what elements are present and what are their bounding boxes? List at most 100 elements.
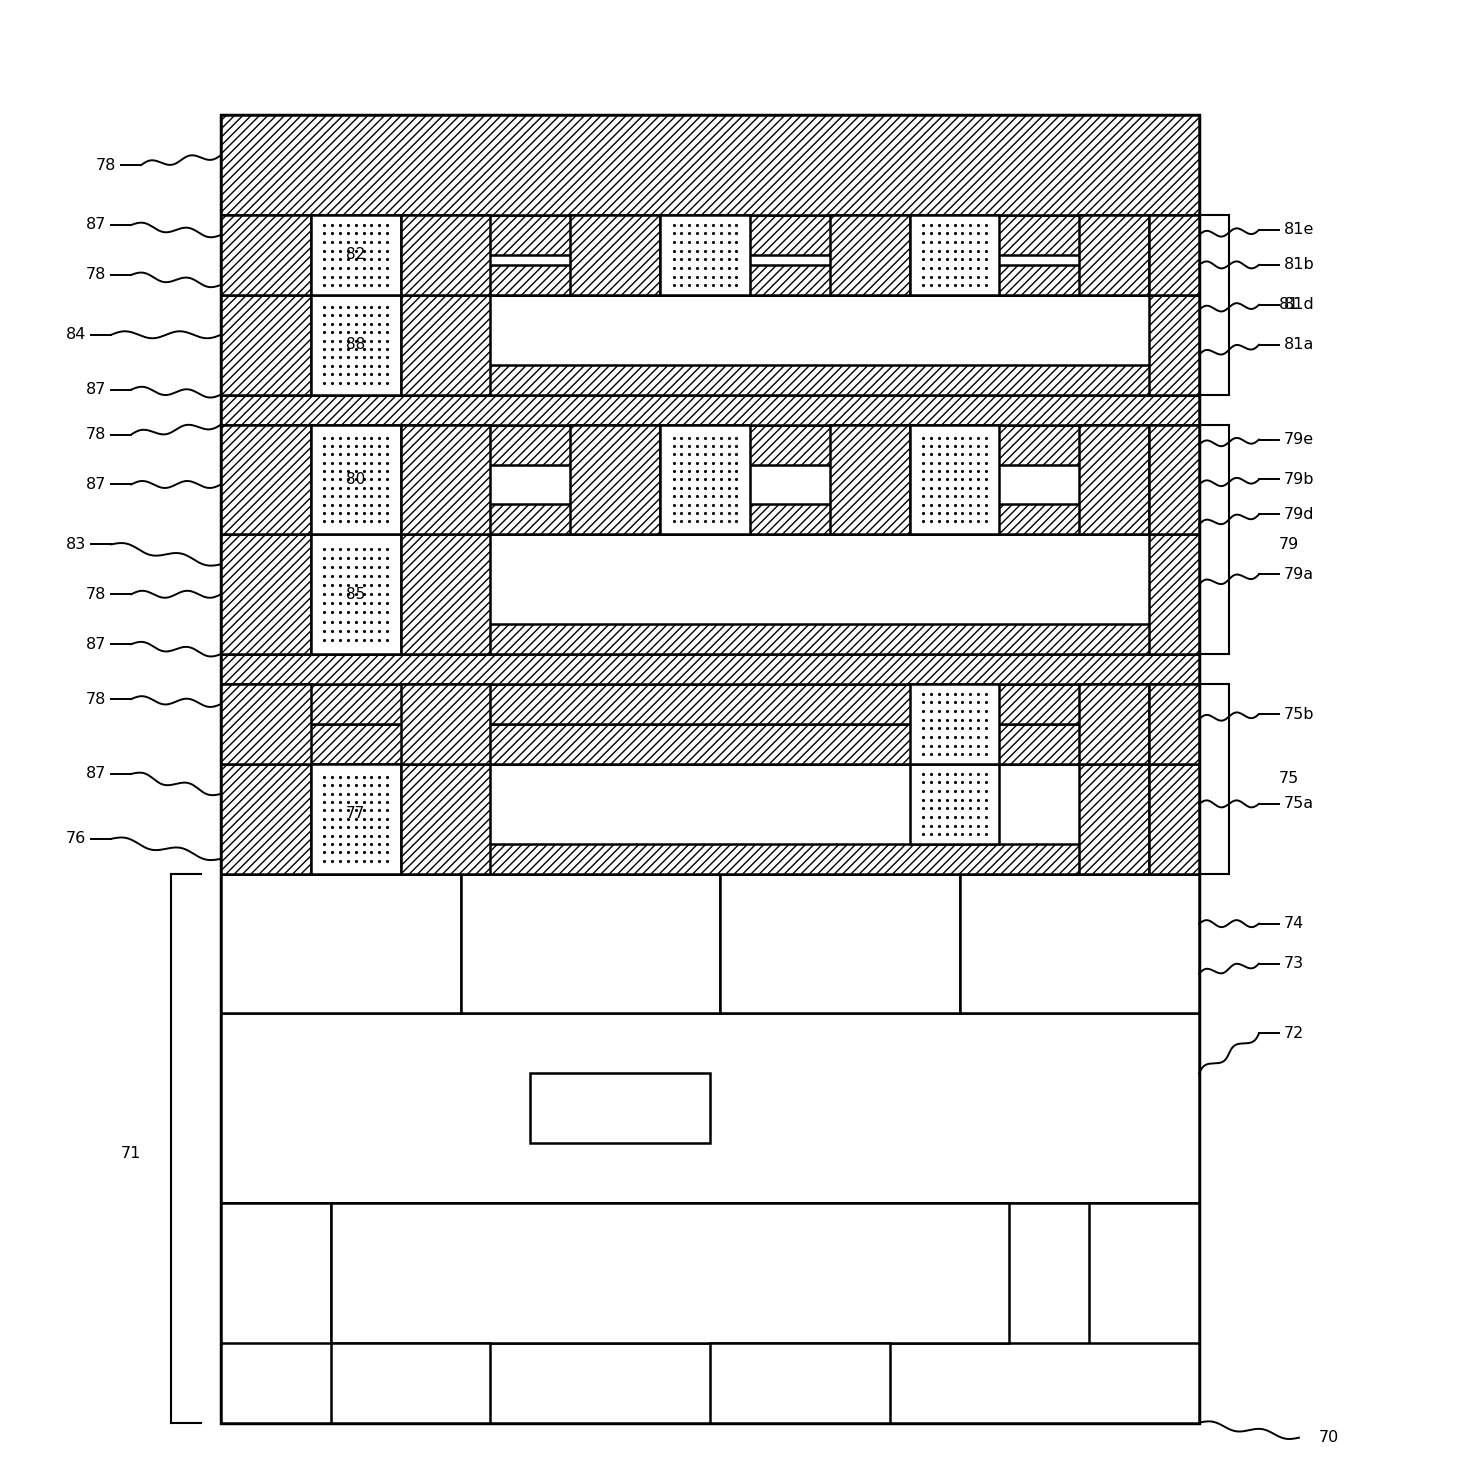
Bar: [829, 425, 910, 535]
Text: 78: 78: [86, 267, 107, 283]
Bar: [720, 874, 959, 1014]
Bar: [220, 425, 311, 535]
Bar: [220, 1203, 331, 1422]
Bar: [1079, 684, 1149, 764]
Text: 79b: 79b: [1283, 472, 1314, 486]
Bar: [571, 425, 660, 535]
Text: 87: 87: [86, 218, 107, 233]
Text: 83: 83: [66, 537, 86, 551]
Bar: [400, 215, 491, 295]
Bar: [400, 425, 491, 535]
Text: 81b: 81b: [1283, 258, 1314, 273]
Bar: [220, 764, 311, 874]
Bar: [311, 295, 400, 395]
Text: 87: 87: [86, 478, 107, 492]
Text: 78: 78: [86, 691, 107, 706]
Text: 88: 88: [346, 338, 365, 352]
Text: 81e: 81e: [1283, 223, 1314, 237]
Bar: [220, 265, 1199, 295]
Bar: [710, 1343, 889, 1422]
Text: 81: 81: [1279, 298, 1299, 312]
Bar: [571, 215, 660, 295]
Text: 87: 87: [86, 637, 107, 652]
Bar: [220, 215, 1199, 255]
Text: 75a: 75a: [1283, 796, 1314, 811]
Bar: [220, 535, 311, 654]
Bar: [220, 215, 1199, 295]
Text: 82: 82: [346, 248, 365, 262]
Text: 78: 78: [86, 427, 107, 442]
Bar: [910, 425, 1000, 535]
Bar: [1149, 684, 1199, 764]
Text: 77: 77: [346, 806, 365, 821]
Bar: [1089, 1203, 1199, 1422]
Text: 78: 78: [96, 158, 117, 172]
Text: 76: 76: [66, 831, 86, 846]
Bar: [220, 364, 1199, 395]
Bar: [530, 1073, 710, 1144]
Text: 80: 80: [346, 472, 365, 486]
Text: 87: 87: [86, 382, 107, 397]
Bar: [311, 535, 400, 654]
Text: 72: 72: [1283, 1026, 1304, 1041]
Text: 85: 85: [346, 587, 365, 601]
Bar: [220, 684, 311, 764]
Bar: [220, 624, 1199, 654]
Bar: [660, 215, 750, 295]
Bar: [220, 1014, 1199, 1203]
Text: 70: 70: [1318, 1430, 1339, 1445]
Bar: [311, 425, 400, 535]
Bar: [311, 215, 400, 295]
Text: 75: 75: [1279, 771, 1299, 787]
Bar: [220, 654, 1199, 684]
Bar: [220, 115, 1199, 215]
Bar: [311, 764, 400, 874]
Bar: [220, 425, 1199, 535]
Bar: [1149, 425, 1199, 535]
Bar: [1079, 215, 1149, 295]
Bar: [400, 684, 491, 764]
Text: 79a: 79a: [1283, 567, 1314, 582]
Bar: [220, 395, 1199, 425]
Bar: [1079, 764, 1149, 874]
Text: 74: 74: [1283, 917, 1304, 932]
Bar: [829, 215, 910, 295]
Bar: [220, 843, 1199, 874]
Bar: [220, 295, 1199, 395]
Bar: [400, 764, 491, 874]
Bar: [400, 295, 491, 395]
Text: 79e: 79e: [1283, 432, 1314, 447]
Bar: [331, 1203, 1009, 1343]
Bar: [220, 764, 1199, 874]
Text: 81a: 81a: [1283, 338, 1314, 352]
Text: 81d: 81d: [1283, 298, 1314, 312]
Bar: [220, 535, 1199, 654]
Bar: [220, 425, 1199, 464]
Bar: [910, 215, 1000, 295]
Bar: [220, 115, 1199, 1422]
Bar: [220, 874, 460, 1014]
Bar: [220, 295, 311, 395]
Bar: [220, 504, 1199, 535]
Text: 84: 84: [66, 327, 86, 342]
Text: 71: 71: [121, 1145, 142, 1160]
Bar: [910, 684, 1000, 764]
Bar: [220, 1343, 1199, 1422]
Bar: [1149, 295, 1199, 395]
Bar: [220, 1203, 1199, 1422]
Bar: [400, 535, 491, 654]
Bar: [910, 764, 1000, 843]
Bar: [959, 874, 1199, 1014]
Bar: [220, 874, 1199, 1014]
Text: 75b: 75b: [1283, 706, 1314, 722]
Bar: [491, 684, 1079, 764]
Bar: [1149, 535, 1199, 654]
Bar: [1079, 425, 1149, 535]
Text: 79d: 79d: [1283, 507, 1314, 522]
Text: 78: 78: [86, 587, 107, 601]
Text: 73: 73: [1283, 957, 1304, 971]
Bar: [220, 215, 311, 295]
Bar: [460, 874, 720, 1014]
Bar: [660, 425, 750, 535]
Bar: [220, 724, 1199, 764]
